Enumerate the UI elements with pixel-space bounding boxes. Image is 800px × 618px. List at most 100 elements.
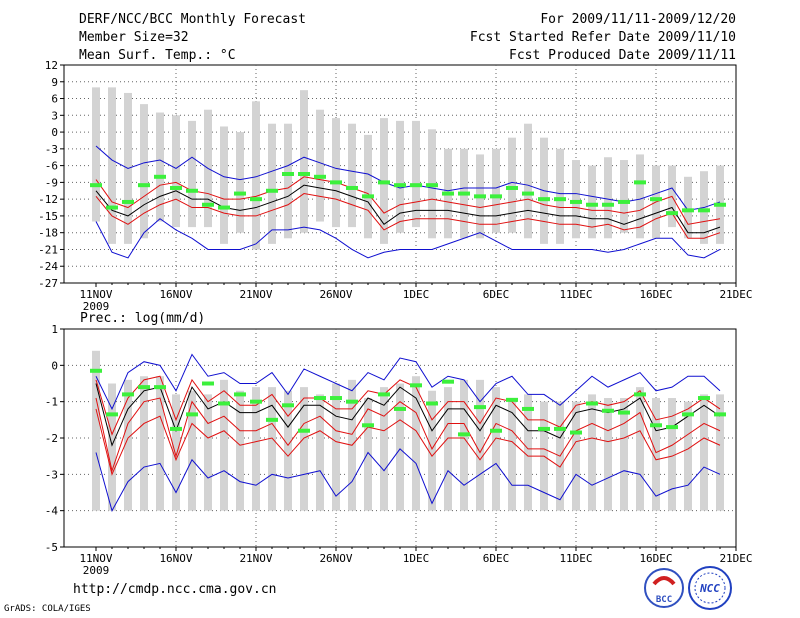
produced-date-label: Fcst Produced Date 2009/11/11 <box>509 48 736 63</box>
observation-marker <box>170 426 182 431</box>
x-tick-label: 6DEC <box>483 288 510 301</box>
observation-marker <box>666 425 678 430</box>
observation-marker <box>154 385 166 390</box>
spread-bar <box>236 390 244 511</box>
spread-bar <box>620 398 628 511</box>
observation-marker <box>266 188 278 193</box>
spread-bar <box>508 137 516 233</box>
observation-marker <box>426 183 438 188</box>
spread-bar <box>396 120 404 233</box>
series-quartile-lowest <box>95 408 721 476</box>
observation-marker <box>666 211 678 216</box>
observation-marker <box>122 199 134 204</box>
observation-marker <box>138 385 150 390</box>
x-tick-label: 11NOV <box>79 552 112 565</box>
y-tick-label: -15 <box>38 210 58 223</box>
y-tick-label: 3 <box>51 109 58 122</box>
y-tick-label: -3 <box>45 468 58 481</box>
series-quartile-upper <box>95 176 721 225</box>
spread-bar <box>364 398 372 511</box>
y-tick-label: -2 <box>45 432 58 445</box>
y-tick-label: 9 <box>51 76 58 89</box>
x-tick-label: 1DEC <box>403 552 430 565</box>
spread-bar <box>476 379 484 511</box>
series-quartile-lower <box>95 397 721 473</box>
spread-bar <box>316 394 324 511</box>
y-tick-label: -4 <box>45 505 59 518</box>
observation-marker <box>618 410 630 415</box>
spread-bar <box>268 387 276 511</box>
spread-bar <box>572 160 580 239</box>
observation-marker <box>218 205 230 210</box>
x-tick-label: 11DEC <box>559 288 592 301</box>
observation-marker <box>314 396 326 401</box>
observation-marker <box>650 423 662 428</box>
observation-marker <box>346 185 358 190</box>
spread-bar <box>492 148 500 233</box>
y-tick-label: 0 <box>51 126 58 139</box>
observation-marker <box>138 183 150 188</box>
observation-marker <box>378 392 390 397</box>
spread-bar <box>396 383 404 511</box>
y-tick-label: 0 <box>51 359 58 372</box>
x-tick-label: 6DEC <box>483 552 510 565</box>
observation-marker <box>442 191 454 196</box>
spread-bar <box>156 112 164 222</box>
spread-bar <box>604 398 612 511</box>
y-tick-label: -1 <box>45 396 58 409</box>
y-tick-label: -12 <box>38 193 58 206</box>
observation-marker <box>634 392 646 397</box>
spread-bar <box>220 379 228 511</box>
spread-bar <box>140 376 148 511</box>
precip-panel-title: Prec.: log(mm/d) <box>80 311 205 326</box>
observation-marker <box>538 426 550 431</box>
x-tick-label: 21NOV <box>239 552 272 565</box>
series-envelope-min <box>95 218 721 259</box>
precipitation-panel: 1 0 -1 -2 -3 -4 -5 11NOV 16NOV 21NOV 26NOV 1DEC 6DEC… <box>45 323 753 577</box>
observation-marker <box>554 426 566 431</box>
observation-marker <box>218 401 230 406</box>
spread-bar <box>508 398 516 511</box>
observation-marker <box>202 381 214 386</box>
observation-marker <box>282 403 294 408</box>
y-tick-label: 12 <box>45 59 58 72</box>
series-envelope-min <box>95 448 721 512</box>
grads-credit: GrADS: COLA/IGES <box>4 604 91 614</box>
observation-marker <box>298 428 310 433</box>
observation-marker <box>474 405 486 410</box>
observation-marker <box>250 197 262 202</box>
x-tick-label: 16DEC <box>639 552 672 565</box>
ncc-logo: NCC <box>688 566 732 610</box>
variable-label: Mean Surf. Temp.: °C <box>79 48 236 63</box>
x-tick-label: 11DEC <box>559 552 592 565</box>
spread-bar <box>348 123 356 228</box>
footer-url: http://cmdp.ncc.cma.gov.cn <box>73 582 277 597</box>
series-median <box>95 184 721 234</box>
observation-marker <box>394 183 406 188</box>
observation-marker <box>570 430 582 435</box>
series-quartile-lower <box>95 193 721 239</box>
spread-bar <box>188 390 196 511</box>
spread-bar <box>108 383 116 511</box>
observation-marker <box>458 191 470 196</box>
y-tick-label: 6 <box>51 93 58 106</box>
spread-bar <box>604 157 612 239</box>
observation-marker <box>122 392 134 397</box>
spread-bar <box>332 383 340 511</box>
y-tick-label: -9 <box>45 176 58 189</box>
x-tick-label: 21DEC <box>719 288 752 301</box>
spread-bar <box>220 126 228 244</box>
temperature-panel: 12 9 6 3 0 -3 -6 -9 -12 -15 -18 -21 -24 -27 11NOV 16NOV… <box>38 59 752 313</box>
observation-marker <box>282 172 294 176</box>
bcc-logo: BCC <box>644 568 684 608</box>
spread-bar <box>652 398 660 511</box>
x-tick-label: 26NOV <box>319 552 352 565</box>
observation-marker <box>410 183 422 188</box>
spread-bar <box>412 376 420 511</box>
spread-bar <box>524 123 532 239</box>
spread-bar <box>428 390 436 511</box>
bcc-logo-swirl <box>652 576 676 586</box>
spread-bar <box>684 401 692 511</box>
spread-bar <box>172 394 180 511</box>
y-tick-label: -21 <box>38 243 58 256</box>
